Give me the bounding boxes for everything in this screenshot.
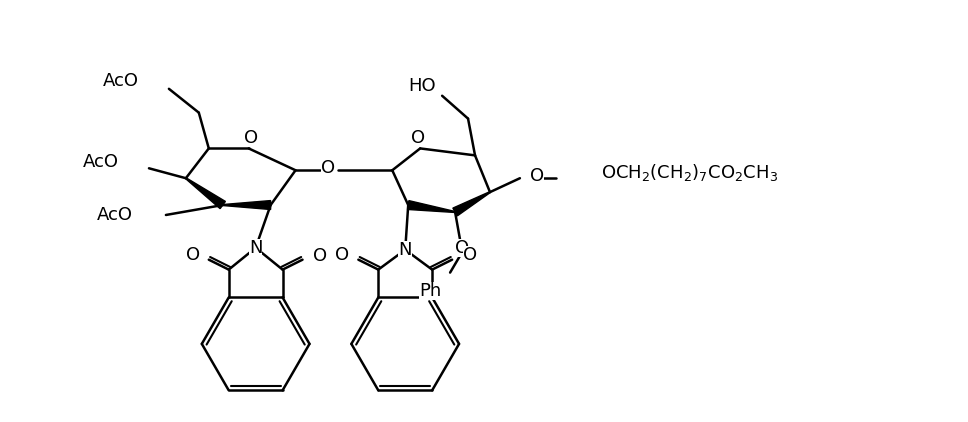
Text: AcO: AcO xyxy=(83,153,119,171)
Polygon shape xyxy=(223,200,271,209)
Text: O: O xyxy=(335,246,349,264)
Text: AcO: AcO xyxy=(103,72,139,90)
Text: Ph: Ph xyxy=(419,282,441,300)
Text: AcO: AcO xyxy=(97,206,133,224)
Text: O: O xyxy=(314,247,327,265)
Text: O: O xyxy=(244,130,257,147)
Text: O: O xyxy=(411,130,425,147)
Text: O: O xyxy=(455,239,469,257)
Text: N: N xyxy=(399,241,412,259)
Text: O: O xyxy=(186,246,200,264)
Text: OCH$_2$(CH$_2$)$_7$CO$_2$CH$_3$: OCH$_2$(CH$_2$)$_7$CO$_2$CH$_3$ xyxy=(601,162,778,183)
Text: O: O xyxy=(463,246,477,264)
Text: O: O xyxy=(321,159,336,177)
Text: HO: HO xyxy=(408,77,436,95)
Text: N: N xyxy=(249,239,262,257)
Polygon shape xyxy=(453,192,490,216)
Text: O: O xyxy=(529,167,544,185)
Polygon shape xyxy=(186,178,226,208)
Polygon shape xyxy=(408,200,455,213)
